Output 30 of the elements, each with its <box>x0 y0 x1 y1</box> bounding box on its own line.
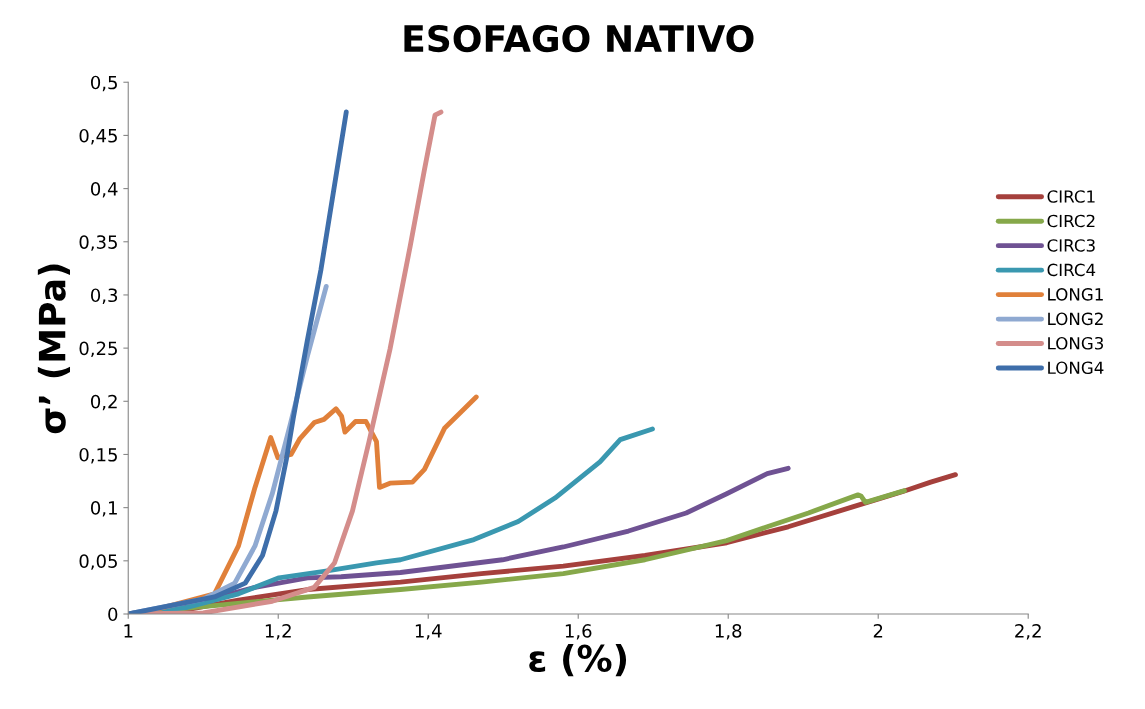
y-tick-label: 0,15 <box>79 447 117 464</box>
x-tick-label: 1,2 <box>265 624 291 640</box>
y-axis-title: σ’ (MPa) <box>37 264 71 434</box>
y-tick-label: 0,2 <box>90 394 117 411</box>
line-series <box>128 109 349 614</box>
x-axis-title: ε (%) <box>529 644 627 677</box>
x-tick-label: 2 <box>873 624 883 638</box>
y-tick-label: 0 <box>108 607 118 622</box>
legend-label: LONG1 <box>1048 288 1103 301</box>
y-tick-label: 0,25 <box>79 341 117 358</box>
x-tick-label: 1,8 <box>715 624 742 640</box>
y-tick-label: 0,3 <box>90 288 118 304</box>
legend-label: LONG3 <box>1048 336 1104 350</box>
legend-label: CIRC2 <box>1047 214 1095 228</box>
x-tick-label: 1,6 <box>565 624 592 640</box>
legend-label: CIRC4 <box>1047 263 1096 277</box>
legend-label: CIRC1 <box>1047 190 1095 203</box>
x-tick-label: 1,4 <box>415 624 442 640</box>
x-tick-label: 1 <box>124 624 133 638</box>
y-tick-label: 0,45 <box>79 128 117 145</box>
y-tick-label: 0,4 <box>90 182 118 198</box>
y-tick-label: 0,35 <box>79 235 117 251</box>
legend-label: LONG4 <box>1048 361 1104 375</box>
y-tick-label: 0,05 <box>79 554 117 570</box>
chart-title: ESOFAGO NATIVO <box>404 24 754 53</box>
x-tick-label: 2,2 <box>1015 624 1041 640</box>
legend-label: CIRC3 <box>1047 239 1095 252</box>
y-tick-label: 0,1 <box>90 501 117 517</box>
y-tick-label: 0,5 <box>90 75 117 92</box>
legend-label: LONG2 <box>1048 312 1103 326</box>
